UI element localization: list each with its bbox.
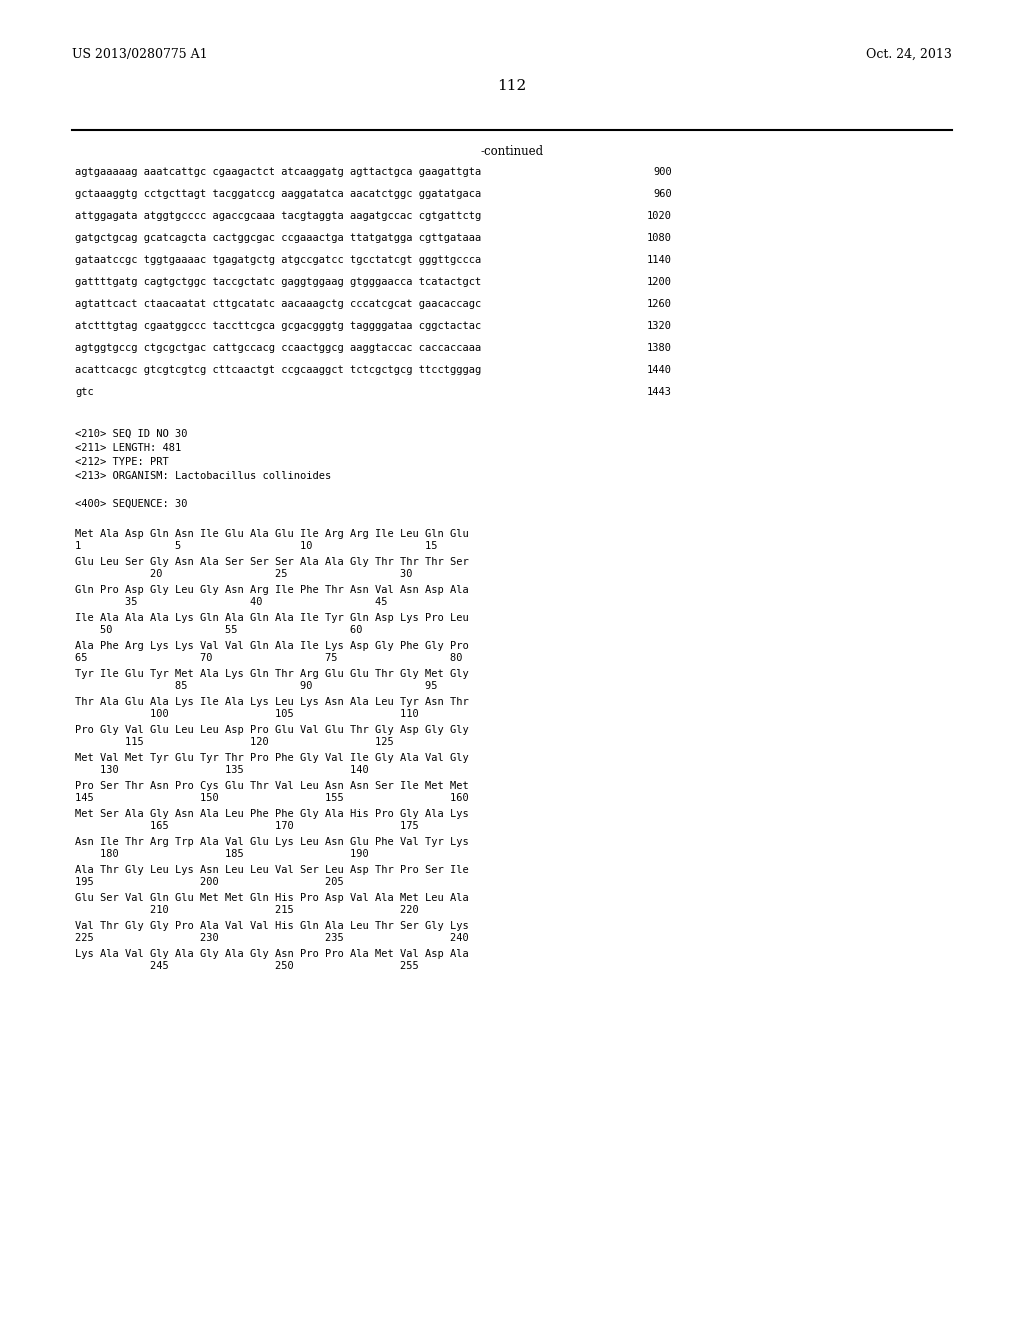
Text: acattcacgc gtcgtcgtcg cttcaactgt ccgcaaggct tctcgctgcg ttcctgggag: acattcacgc gtcgtcgtcg cttcaactgt ccgcaag… [75,366,481,375]
Text: Val Thr Gly Gly Pro Ala Val Val His Gln Ala Leu Thr Ser Gly Lys: Val Thr Gly Gly Pro Ala Val Val His Gln … [75,921,469,931]
Text: 1               5                   10                  15: 1 5 10 15 [75,541,437,550]
Text: Pro Gly Val Glu Leu Leu Asp Pro Glu Val Glu Thr Gly Asp Gly Gly: Pro Gly Val Glu Leu Leu Asp Pro Glu Val … [75,725,469,735]
Text: 20                  25                  30: 20 25 30 [75,569,413,579]
Text: <211> LENGTH: 481: <211> LENGTH: 481 [75,444,181,453]
Text: 112: 112 [498,79,526,92]
Text: 85                  90                  95: 85 90 95 [75,681,437,690]
Text: 1140: 1140 [647,255,672,265]
Text: Tyr Ile Glu Tyr Met Ala Lys Gln Thr Arg Glu Glu Thr Gly Met Gly: Tyr Ile Glu Tyr Met Ala Lys Gln Thr Arg … [75,669,469,678]
Text: US 2013/0280775 A1: US 2013/0280775 A1 [72,48,208,61]
Text: 1020: 1020 [647,211,672,220]
Text: <210> SEQ ID NO 30: <210> SEQ ID NO 30 [75,429,187,440]
Text: <212> TYPE: PRT: <212> TYPE: PRT [75,457,169,467]
Text: Gln Pro Asp Gly Leu Gly Asn Arg Ile Phe Thr Asn Val Asn Asp Ala: Gln Pro Asp Gly Leu Gly Asn Arg Ile Phe … [75,585,469,595]
Text: Pro Ser Thr Asn Pro Cys Glu Thr Val Leu Asn Asn Ser Ile Met Met: Pro Ser Thr Asn Pro Cys Glu Thr Val Leu … [75,781,469,791]
Text: Thr Ala Glu Ala Lys Ile Ala Lys Leu Lys Asn Ala Leu Tyr Asn Thr: Thr Ala Glu Ala Lys Ile Ala Lys Leu Lys … [75,697,469,708]
Text: Ala Thr Gly Leu Lys Asn Leu Leu Val Ser Leu Asp Thr Pro Ser Ile: Ala Thr Gly Leu Lys Asn Leu Leu Val Ser … [75,865,469,875]
Text: Oct. 24, 2013: Oct. 24, 2013 [866,48,952,61]
Text: 225                 230                 235                 240: 225 230 235 240 [75,933,469,942]
Text: gattttgatg cagtgctggc taccgctatc gaggtggaag gtgggaacca tcatactgct: gattttgatg cagtgctggc taccgctatc gaggtgg… [75,277,481,286]
Text: 1320: 1320 [647,321,672,331]
Text: 100                 105                 110: 100 105 110 [75,709,419,719]
Text: Ala Phe Arg Lys Lys Val Val Gln Ala Ile Lys Asp Gly Phe Gly Pro: Ala Phe Arg Lys Lys Val Val Gln Ala Ile … [75,642,469,651]
Text: gataatccgc tggtgaaaac tgagatgctg atgccgatcc tgcctatcgt gggttgccca: gataatccgc tggtgaaaac tgagatgctg atgccga… [75,255,481,265]
Text: 960: 960 [653,189,672,199]
Text: 1080: 1080 [647,234,672,243]
Text: 1200: 1200 [647,277,672,286]
Text: agtattcact ctaacaatat cttgcatatc aacaaagctg cccatcgcat gaacaccagc: agtattcact ctaacaatat cttgcatatc aacaaag… [75,300,481,309]
Text: 210                 215                 220: 210 215 220 [75,906,419,915]
Text: Ile Ala Ala Ala Lys Gln Ala Gln Ala Ile Tyr Gln Asp Lys Pro Leu: Ile Ala Ala Ala Lys Gln Ala Gln Ala Ile … [75,612,469,623]
Text: 130                 135                 140: 130 135 140 [75,766,369,775]
Text: Met Ser Ala Gly Asn Ala Leu Phe Phe Gly Ala His Pro Gly Ala Lys: Met Ser Ala Gly Asn Ala Leu Phe Phe Gly … [75,809,469,818]
Text: 1440: 1440 [647,366,672,375]
Text: agtggtgccg ctgcgctgac cattgccacg ccaactggcg aaggtaccac caccaccaaa: agtggtgccg ctgcgctgac cattgccacg ccaactg… [75,343,481,352]
Text: atctttgtag cgaatggccc taccttcgca gcgacgggtg taggggataa cggctactac: atctttgtag cgaatggccc taccttcgca gcgacgg… [75,321,481,331]
Text: 115                 120                 125: 115 120 125 [75,737,394,747]
Text: 165                 170                 175: 165 170 175 [75,821,419,832]
Text: 180                 185                 190: 180 185 190 [75,849,369,859]
Text: 900: 900 [653,168,672,177]
Text: 1380: 1380 [647,343,672,352]
Text: -continued: -continued [480,145,544,158]
Text: Glu Ser Val Gln Glu Met Met Gln His Pro Asp Val Ala Met Leu Ala: Glu Ser Val Gln Glu Met Met Gln His Pro … [75,894,469,903]
Text: 245                 250                 255: 245 250 255 [75,961,419,972]
Text: gctaaaggtg cctgcttagt tacggatccg aaggatatca aacatctggc ggatatgaca: gctaaaggtg cctgcttagt tacggatccg aaggata… [75,189,481,199]
Text: 145                 150                 155                 160: 145 150 155 160 [75,793,469,803]
Text: 35                  40                  45: 35 40 45 [75,597,387,607]
Text: Met Val Met Tyr Glu Tyr Thr Pro Phe Gly Val Ile Gly Ala Val Gly: Met Val Met Tyr Glu Tyr Thr Pro Phe Gly … [75,752,469,763]
Text: <400> SEQUENCE: 30: <400> SEQUENCE: 30 [75,499,187,510]
Text: Met Ala Asp Gln Asn Ile Glu Ala Glu Ile Arg Arg Ile Leu Gln Glu: Met Ala Asp Gln Asn Ile Glu Ala Glu Ile … [75,529,469,539]
Text: agtgaaaaag aaatcattgc cgaagactct atcaaggatg agttactgca gaagattgta: agtgaaaaag aaatcattgc cgaagactct atcaagg… [75,168,481,177]
Text: 1443: 1443 [647,387,672,397]
Text: Glu Leu Ser Gly Asn Ala Ser Ser Ser Ala Ala Gly Thr Thr Thr Ser: Glu Leu Ser Gly Asn Ala Ser Ser Ser Ala … [75,557,469,568]
Text: 50                  55                  60: 50 55 60 [75,624,362,635]
Text: 195                 200                 205: 195 200 205 [75,876,344,887]
Text: Lys Ala Val Gly Ala Gly Ala Gly Asn Pro Pro Ala Met Val Asp Ala: Lys Ala Val Gly Ala Gly Ala Gly Asn Pro … [75,949,469,960]
Text: 1260: 1260 [647,300,672,309]
Text: attggagata atggtgcccc agaccgcaaa tacgtaggta aagatgccac cgtgattctg: attggagata atggtgcccc agaccgcaaa tacgtag… [75,211,481,220]
Text: gatgctgcag gcatcagcta cactggcgac ccgaaactga ttatgatgga cgttgataaa: gatgctgcag gcatcagcta cactggcgac ccgaaac… [75,234,481,243]
Text: Asn Ile Thr Arg Trp Ala Val Glu Lys Leu Asn Glu Phe Val Tyr Lys: Asn Ile Thr Arg Trp Ala Val Glu Lys Leu … [75,837,469,847]
Text: 65                  70                  75                  80: 65 70 75 80 [75,653,463,663]
Text: <213> ORGANISM: Lactobacillus collinoides: <213> ORGANISM: Lactobacillus collinoide… [75,471,331,480]
Text: gtc: gtc [75,387,94,397]
